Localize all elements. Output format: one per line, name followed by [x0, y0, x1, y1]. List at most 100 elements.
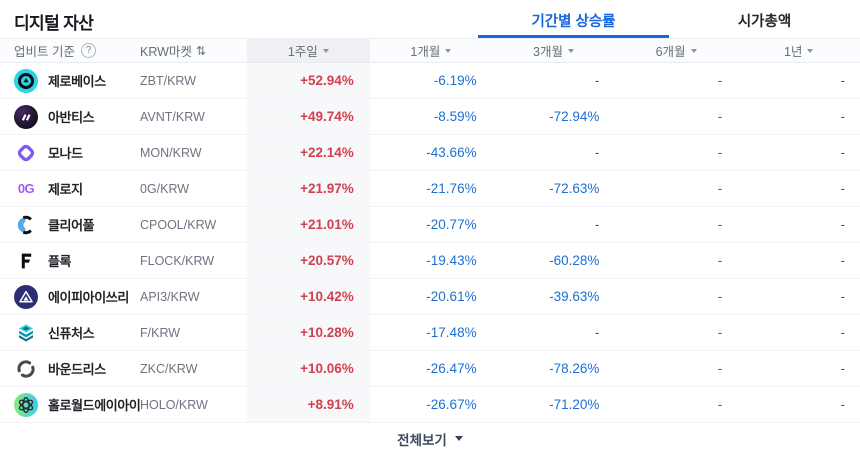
- mon-icon: [14, 141, 38, 165]
- change-value-3m: -78.26%: [549, 361, 600, 376]
- coin-cell: 신퓨처스: [0, 315, 140, 350]
- change-value-1m: -43.66%: [426, 145, 477, 160]
- change-value-1m: -19.43%: [426, 253, 477, 268]
- market-pair: MON/KRW: [140, 145, 202, 160]
- market-pair: API3/KRW: [140, 289, 200, 304]
- change-value-6m: -: [717, 181, 723, 196]
- column-header-1m[interactable]: 1개월: [370, 39, 493, 62]
- view-all-label: 전체보기: [397, 432, 447, 448]
- asset-row-api3[interactable]: 에이피아이쓰리 API3/KRW +10.42% -20.61% -39.63% - -: [0, 279, 860, 315]
- avnt-icon: [14, 104, 38, 129]
- asset-row-zbt[interactable]: 제로베이스 ZBT/KRW +52.94% -6.19% - - -: [0, 63, 860, 99]
- change-value-1y: -: [840, 289, 845, 304]
- change-value-3m: -: [594, 145, 600, 160]
- change-value-1m: -17.48%: [426, 325, 477, 340]
- caret-down-icon: [567, 48, 574, 53]
- change-value-6m: -: [717, 145, 723, 160]
- change-value-1m: -20.77%: [426, 217, 477, 232]
- asset-row-mon[interactable]: 모나드 MON/KRW +22.14% -43.66% - - -: [0, 135, 860, 171]
- change-value-1y: -: [840, 253, 845, 268]
- change-value-3m: -72.63%: [549, 181, 600, 196]
- change-value-3m: -: [594, 217, 600, 232]
- asset-row-avnt[interactable]: 아반티스 AVNT/KRW +49.74% -8.59% -72.94% - -: [0, 99, 860, 135]
- column-header-1w[interactable]: 1주일: [247, 39, 370, 62]
- change-value-3m: -39.63%: [549, 289, 600, 304]
- coin-name: 클리어풀: [48, 218, 95, 233]
- coin-cell: 홀로월드에이아이: [0, 387, 141, 422]
- market-pair: CPOOL/KRW: [140, 217, 217, 232]
- change-value-1m: -21.76%: [426, 181, 477, 196]
- change-value-3m: -60.28%: [549, 253, 600, 268]
- footer: 전체보기: [0, 423, 860, 454]
- change-value-6m: -: [717, 361, 723, 376]
- topbar: 디지털 자산 기간별 상승률 시가총액: [0, 0, 860, 38]
- market-header-cell[interactable]: KRW마켓 ⇅: [140, 41, 247, 60]
- coin-name: 신퓨처스: [48, 326, 95, 341]
- asset-row-f[interactable]: 신퓨처스 F/KRW +10.28% -17.48% - - -: [0, 315, 860, 351]
- change-value-1y: -: [840, 217, 845, 232]
- cpool-icon: [14, 213, 38, 237]
- asset-row-zkc[interactable]: 바운드리스 ZKC/KRW +10.06% -26.47% -78.26% - -: [0, 351, 860, 387]
- change-value-1y: -: [840, 145, 845, 160]
- view-all-button[interactable]: 전체보기: [391, 428, 469, 450]
- change-value-1w: +10.42%: [247, 279, 370, 314]
- caret-down-icon: [445, 48, 452, 53]
- change-value-1m: -6.19%: [433, 73, 477, 88]
- coin-name: 모나드: [48, 146, 83, 161]
- coin-name: 플록: [48, 254, 72, 269]
- coin-cell: 0G 제로지: [0, 171, 140, 206]
- asset-row-holo[interactable]: 홀로월드에이아이 HOLO/KRW +8.91% -26.67% -71.20% - -: [0, 387, 860, 423]
- zkc-icon: [14, 357, 38, 381]
- market-pair: ZKC/KRW: [140, 361, 198, 376]
- tab-market-cap[interactable]: 시가총액: [737, 13, 792, 30]
- change-value-1w: +21.97%: [247, 171, 370, 206]
- asset-table-body: 제로베이스 ZBT/KRW +52.94% -6.19% - - - 아반티스 AVNT/KRW…: [0, 63, 860, 423]
- change-value-1y: -: [840, 73, 845, 88]
- change-value-1m: -26.67%: [426, 397, 477, 412]
- column-header-1y[interactable]: 1년: [737, 39, 860, 62]
- flock-icon: [14, 249, 38, 273]
- column-header-3m[interactable]: 3개월: [492, 39, 615, 62]
- column-header-label: 1년: [783, 45, 803, 59]
- coin-name: 바운드리스: [48, 362, 106, 377]
- caret-down-icon: [807, 48, 814, 53]
- change-value-3m: -: [594, 73, 600, 88]
- change-value-6m: -: [717, 325, 723, 340]
- change-value-1y: -: [840, 109, 845, 124]
- zbt-icon: [14, 68, 38, 93]
- market-pair: 0G/KRW: [140, 181, 190, 196]
- coin-name: 제로베이스: [48, 74, 106, 89]
- change-value-6m: -: [717, 397, 723, 412]
- caret-down-icon: [690, 48, 697, 53]
- caret-down-icon: [454, 436, 463, 441]
- change-value-1y: -: [840, 181, 845, 196]
- coin-name: 에이피아이쓰리: [48, 290, 129, 305]
- asset-row-flock[interactable]: 플록 FLOCK/KRW +20.57% -19.43% -60.28% - -: [0, 243, 860, 279]
- change-value-1w: +10.28%: [247, 315, 370, 350]
- basis-label: 업비트 기준: [14, 45, 75, 59]
- coin-cell: 바운드리스: [0, 351, 140, 386]
- coin-cell: 모나드: [0, 135, 140, 170]
- market-pair: F/KRW: [140, 325, 181, 340]
- column-header-6m[interactable]: 6개월: [615, 39, 738, 62]
- tab-period-change[interactable]: 기간별 상승률: [478, 0, 669, 38]
- asset-row-0g[interactable]: 0G 제로지 0G/KRW +21.97% -21.76% -72.63% - -: [0, 171, 860, 207]
- sort-arrows-icon: ⇅: [195, 43, 206, 58]
- change-value-1y: -: [840, 361, 845, 376]
- column-header-label: 6개월: [655, 45, 686, 59]
- change-value-6m: -: [717, 109, 723, 124]
- page-title: 디지털 자산: [14, 14, 94, 33]
- synfutures-icon: [14, 321, 38, 345]
- change-value-1w: +8.91%: [247, 387, 370, 422]
- coin-name: 제로지: [48, 182, 83, 197]
- change-value-1w: +52.94%: [247, 63, 370, 98]
- change-value-3m: -72.94%: [549, 109, 600, 124]
- market-pair: HOLO/KRW: [140, 397, 208, 412]
- help-icon[interactable]: ?: [80, 43, 96, 58]
- asset-row-cpool[interactable]: 클리어풀 CPOOL/KRW +21.01% -20.77% - - -: [0, 207, 860, 243]
- coin-cell: 제로베이스: [0, 63, 140, 98]
- api3-icon: [14, 284, 38, 309]
- change-value-1m: -26.47%: [426, 361, 477, 376]
- coin-cell: 클리어풀: [0, 207, 140, 242]
